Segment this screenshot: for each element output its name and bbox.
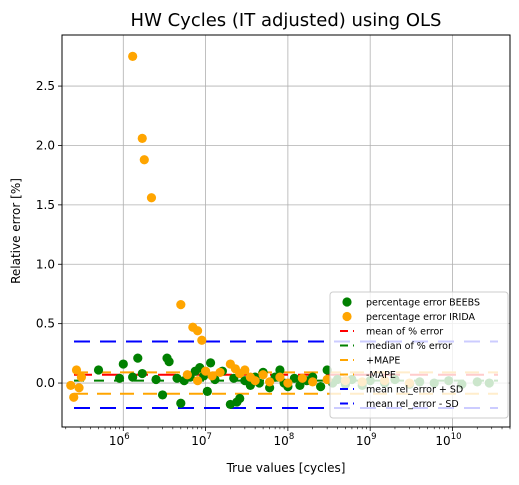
data-point (176, 300, 186, 310)
data-point (297, 373, 307, 383)
x-axis-label: True values [cycles] (226, 461, 346, 475)
data-point (240, 365, 250, 375)
data-point (207, 371, 217, 381)
legend-entry: mean of % error (366, 327, 443, 338)
data-point (74, 383, 84, 393)
data-point (308, 377, 318, 387)
data-point (316, 382, 326, 392)
data-point (137, 133, 147, 143)
data-point (202, 386, 212, 396)
data-point (139, 155, 149, 165)
data-point (283, 378, 293, 388)
data-point (295, 380, 305, 391)
data-point (93, 365, 104, 375)
data-point (275, 372, 285, 382)
data-point (71, 365, 82, 375)
data-point (235, 393, 245, 404)
data-point (172, 373, 182, 383)
legend-marker (342, 311, 352, 322)
data-point (289, 373, 299, 383)
legend-entry: mean rel_error - SD (366, 399, 459, 410)
x-tick-label: 1010 (435, 432, 461, 448)
data-point (133, 353, 143, 363)
data-point (66, 380, 76, 391)
data-point (193, 326, 203, 336)
data-point (322, 374, 332, 385)
x-axis-ticks: 106 107 108 109 1010 (65, 427, 511, 448)
y-tick-label: 1.0 (36, 257, 55, 271)
y-tick-label: 1.5 (36, 198, 55, 212)
data-point (182, 370, 192, 380)
x-tick-label: 107 (191, 432, 212, 448)
plot-frame (61, 34, 511, 428)
data-point (200, 366, 211, 376)
data-point (128, 372, 138, 382)
y-tick-label: 2.0 (36, 138, 55, 152)
data-point (76, 372, 87, 382)
y-tick-label: 0.0 (36, 376, 55, 390)
data-point (128, 51, 138, 61)
legend-entry: mean rel_error + SD (366, 385, 463, 396)
legend-box (329, 291, 509, 419)
legend-marker (342, 297, 352, 307)
data-point (118, 359, 128, 369)
y-tick-label: 0.5 (36, 317, 55, 331)
x-tick-label: 106 (109, 432, 130, 448)
data-point (193, 376, 203, 386)
data-point (157, 390, 168, 400)
legend-entry: +MAPE (366, 356, 400, 367)
data-point (197, 335, 207, 345)
data-point (258, 370, 268, 380)
data-point (250, 376, 260, 386)
data-point (215, 367, 225, 377)
legend: percentage error BEEBS percentage error I… (329, 291, 509, 419)
legend-entry: percentage error BEEBS (366, 298, 480, 309)
y-tick-label: 2.5 (36, 79, 55, 93)
data-point (164, 357, 174, 367)
data-points (66, 51, 494, 410)
data-point (114, 373, 125, 383)
legend-entry: -MAPE (366, 370, 396, 381)
data-point (176, 398, 186, 408)
y-axis-ticks: 0.0 0.5 1.0 1.5 2.0 2.5 (36, 79, 62, 390)
data-point (275, 365, 285, 375)
y-axis-label: Relative error [%] (9, 178, 23, 284)
x-tick-label: 108 (274, 432, 295, 448)
data-point (322, 365, 332, 375)
legend-entry: percentage error IRIDA (366, 312, 475, 323)
data-point (146, 193, 157, 203)
data-point (137, 368, 147, 379)
data-point (69, 392, 79, 402)
legend-entry: median of % error (366, 341, 452, 352)
data-point (265, 377, 275, 387)
data-point (151, 374, 161, 385)
chart-title: HW Cycles (IT adjusted) using OLS (131, 10, 442, 31)
data-point (205, 358, 216, 368)
x-tick-label: 109 (356, 432, 377, 448)
